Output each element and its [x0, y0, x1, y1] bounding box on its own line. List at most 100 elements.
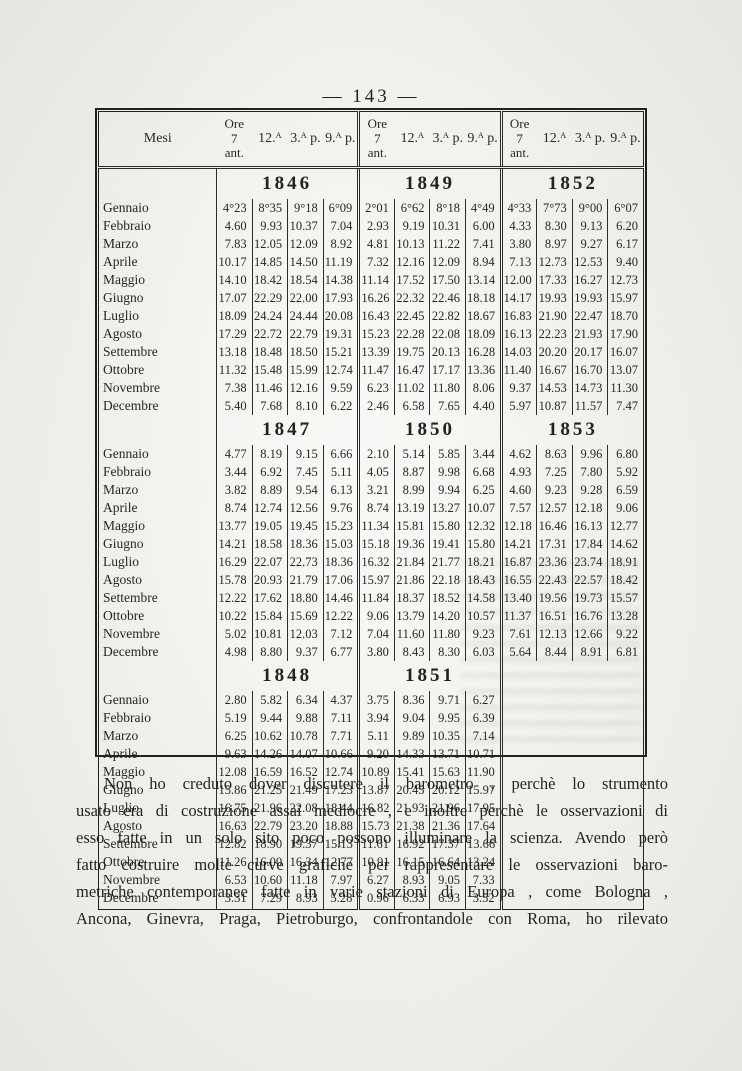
year-label: 1850	[357, 415, 502, 445]
value-cell	[216, 907, 253, 910]
value-cell: 18.91	[607, 553, 644, 571]
value-cell: 19.36	[393, 535, 430, 553]
value-cell: 10.35	[429, 727, 466, 745]
header-12: 12.ᴬ	[394, 111, 430, 169]
value-cell: 12.18	[571, 499, 608, 517]
value-cell: 0.96	[357, 889, 395, 907]
value-cell: 11.18	[287, 871, 324, 889]
value-cell: 8.92	[322, 235, 359, 253]
month-cell: Giugno	[103, 536, 144, 551]
value-cell: 5.02	[216, 625, 253, 643]
value-cell: 6.58	[393, 397, 430, 415]
value-cell: 7.47	[607, 397, 644, 415]
value-cell: 16.52	[287, 763, 324, 781]
value-cell: 22.23	[536, 325, 573, 343]
header-3p: 3.ᴬ p.	[572, 111, 608, 169]
value-cell: 22.72	[251, 325, 288, 343]
value-cell: 12.57	[536, 499, 573, 517]
value-cell: 11.32	[216, 361, 253, 379]
value-cell: 7.68	[251, 397, 288, 415]
value-cell	[499, 871, 537, 889]
value-cell: 22.29	[251, 289, 288, 307]
value-cell: 9.04	[393, 709, 430, 727]
value-cell: 9.93	[251, 217, 288, 235]
value-cell	[499, 853, 537, 871]
table-row: Ottobre 10.22 15.84 15.69 12.22 9.06 13.79 14.2…	[99, 607, 644, 625]
value-cell: 11.30	[607, 379, 644, 397]
table-row: Ottobre 11.26 16.00 16.34 12.77 10.91 16.15 16.…	[99, 853, 644, 871]
value-cell: 14.73	[571, 379, 608, 397]
value-cell: 17.93	[322, 289, 359, 307]
value-cell: 18.48	[251, 343, 288, 361]
table-row: Aprile 9.63 14.26 14.07 10.66 9.20 14.33 13.71 1…	[99, 745, 644, 763]
value-cell: 6.66	[322, 445, 359, 463]
value-cell: 16.55	[499, 571, 537, 589]
table-row: Maggio 14.10 18.42 18.54 14.38 11.14 17.52 17.5…	[99, 271, 644, 289]
value-cell: 19.75	[393, 343, 430, 361]
value-cell: 7.57	[499, 499, 537, 517]
value-cell: 8°35	[251, 199, 288, 217]
value-cell: 16.13	[571, 517, 608, 535]
value-cell: 2.80	[216, 691, 253, 709]
value-cell: 6.39	[465, 709, 502, 727]
value-cell: 3.31	[216, 889, 253, 907]
table-row: Gennaio 4°23 8°35 9°18 6°09 2°01 6°62 8°18 4°49 4…	[99, 199, 644, 217]
value-cell: 21.77	[429, 553, 466, 571]
value-cell: 18.18	[465, 289, 502, 307]
value-cell	[572, 745, 608, 763]
value-cell: 11.57	[571, 397, 608, 415]
value-cell: 9.59	[322, 379, 359, 397]
value-cell: 6.00	[465, 217, 502, 235]
value-cell: 10.13	[393, 235, 430, 253]
table-row: Aprile 8.74 12.74 12.56 9.76 8.74 13.19 13.27 10…	[99, 499, 644, 517]
value-cell: 18.36	[287, 535, 324, 553]
value-cell: 19.56	[536, 589, 573, 607]
month-cell	[99, 415, 217, 445]
value-cell: 11.37	[499, 607, 537, 625]
value-cell: 15.73	[357, 817, 395, 835]
table-row: Agosto 16.63 22.79 23.20 18.88 15.73 21.38 21.3…	[99, 817, 644, 835]
value-cell: 10.31	[429, 217, 466, 235]
value-cell: 6°09	[322, 199, 359, 217]
value-cell: 18.54	[287, 271, 324, 289]
value-cell: 6.27	[465, 691, 502, 709]
value-cell: 16.07	[607, 343, 644, 361]
value-cell: 11.19	[322, 253, 359, 271]
value-cell: 16.00	[251, 853, 288, 871]
value-cell: 15.78	[216, 571, 253, 589]
value-cell: 4.93	[499, 463, 537, 481]
value-cell: 11.80	[429, 625, 466, 643]
value-cell: 16.51	[536, 607, 573, 625]
month-cell: Gennaio	[103, 692, 149, 707]
value-cell	[393, 907, 430, 910]
value-cell: 15.86	[216, 781, 253, 799]
table-row: Febbraio 3.44 6.92 7.45 5.11 4.05 8.87 9.98 6.68…	[99, 463, 644, 481]
value-cell: 7.32	[357, 253, 395, 271]
value-cell: 16.63	[216, 817, 253, 835]
value-cell: 8.97	[536, 235, 573, 253]
value-cell: 7.14	[465, 727, 502, 745]
value-cell: 12.00	[499, 271, 537, 289]
value-cell: 7.13	[499, 253, 537, 271]
month-cell: Aprile	[103, 500, 138, 515]
value-cell: 6.33	[393, 889, 430, 907]
value-cell: 7.29	[251, 889, 288, 907]
value-cell: 17.06	[322, 571, 359, 589]
value-cell: 6.13	[322, 481, 359, 499]
value-cell: 3.80	[499, 235, 537, 253]
value-cell: 22.73	[287, 553, 324, 571]
value-cell	[572, 691, 608, 709]
value-cell: 9.27	[571, 235, 608, 253]
value-cell: 9°18	[287, 199, 324, 217]
value-cell: 12.77	[322, 853, 359, 871]
year-title-row: 1846 1849 1852	[99, 167, 644, 199]
value-cell: 8.87	[393, 463, 430, 481]
value-cell: 21.96	[429, 799, 466, 817]
value-cell: 6.03	[465, 643, 502, 661]
paragraph-line: Ancona, Ginevra, Praga, Pietroburgo, con…	[76, 909, 668, 928]
value-cell: 14.46	[322, 589, 359, 607]
value-cell: 11.34	[357, 517, 395, 535]
value-cell	[537, 745, 573, 763]
value-cell: 21.86	[393, 571, 430, 589]
value-cell: 5.19	[216, 709, 253, 727]
